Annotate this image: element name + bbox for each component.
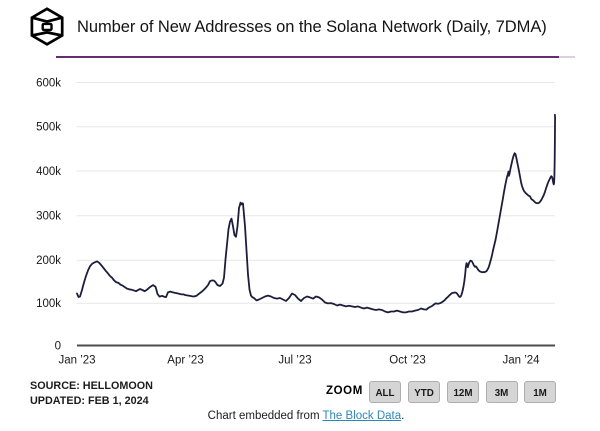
svg-text:Jul ’23: Jul ’23 <box>278 355 311 367</box>
svg-text:600k: 600k <box>36 78 61 90</box>
svg-text:Apr ’23: Apr ’23 <box>167 355 203 367</box>
svg-text:300k: 300k <box>36 211 61 223</box>
svg-text:Jan ’23: Jan ’23 <box>58 355 95 367</box>
svg-text:0: 0 <box>55 341 61 353</box>
svg-text:Oct ’23: Oct ’23 <box>389 355 425 367</box>
svg-text:100k: 100k <box>36 298 61 310</box>
svg-text:Jan ’24: Jan ’24 <box>502 355 540 367</box>
svg-text:500k: 500k <box>36 122 61 134</box>
svg-text:400k: 400k <box>36 166 61 178</box>
svg-text:200k: 200k <box>36 255 61 267</box>
